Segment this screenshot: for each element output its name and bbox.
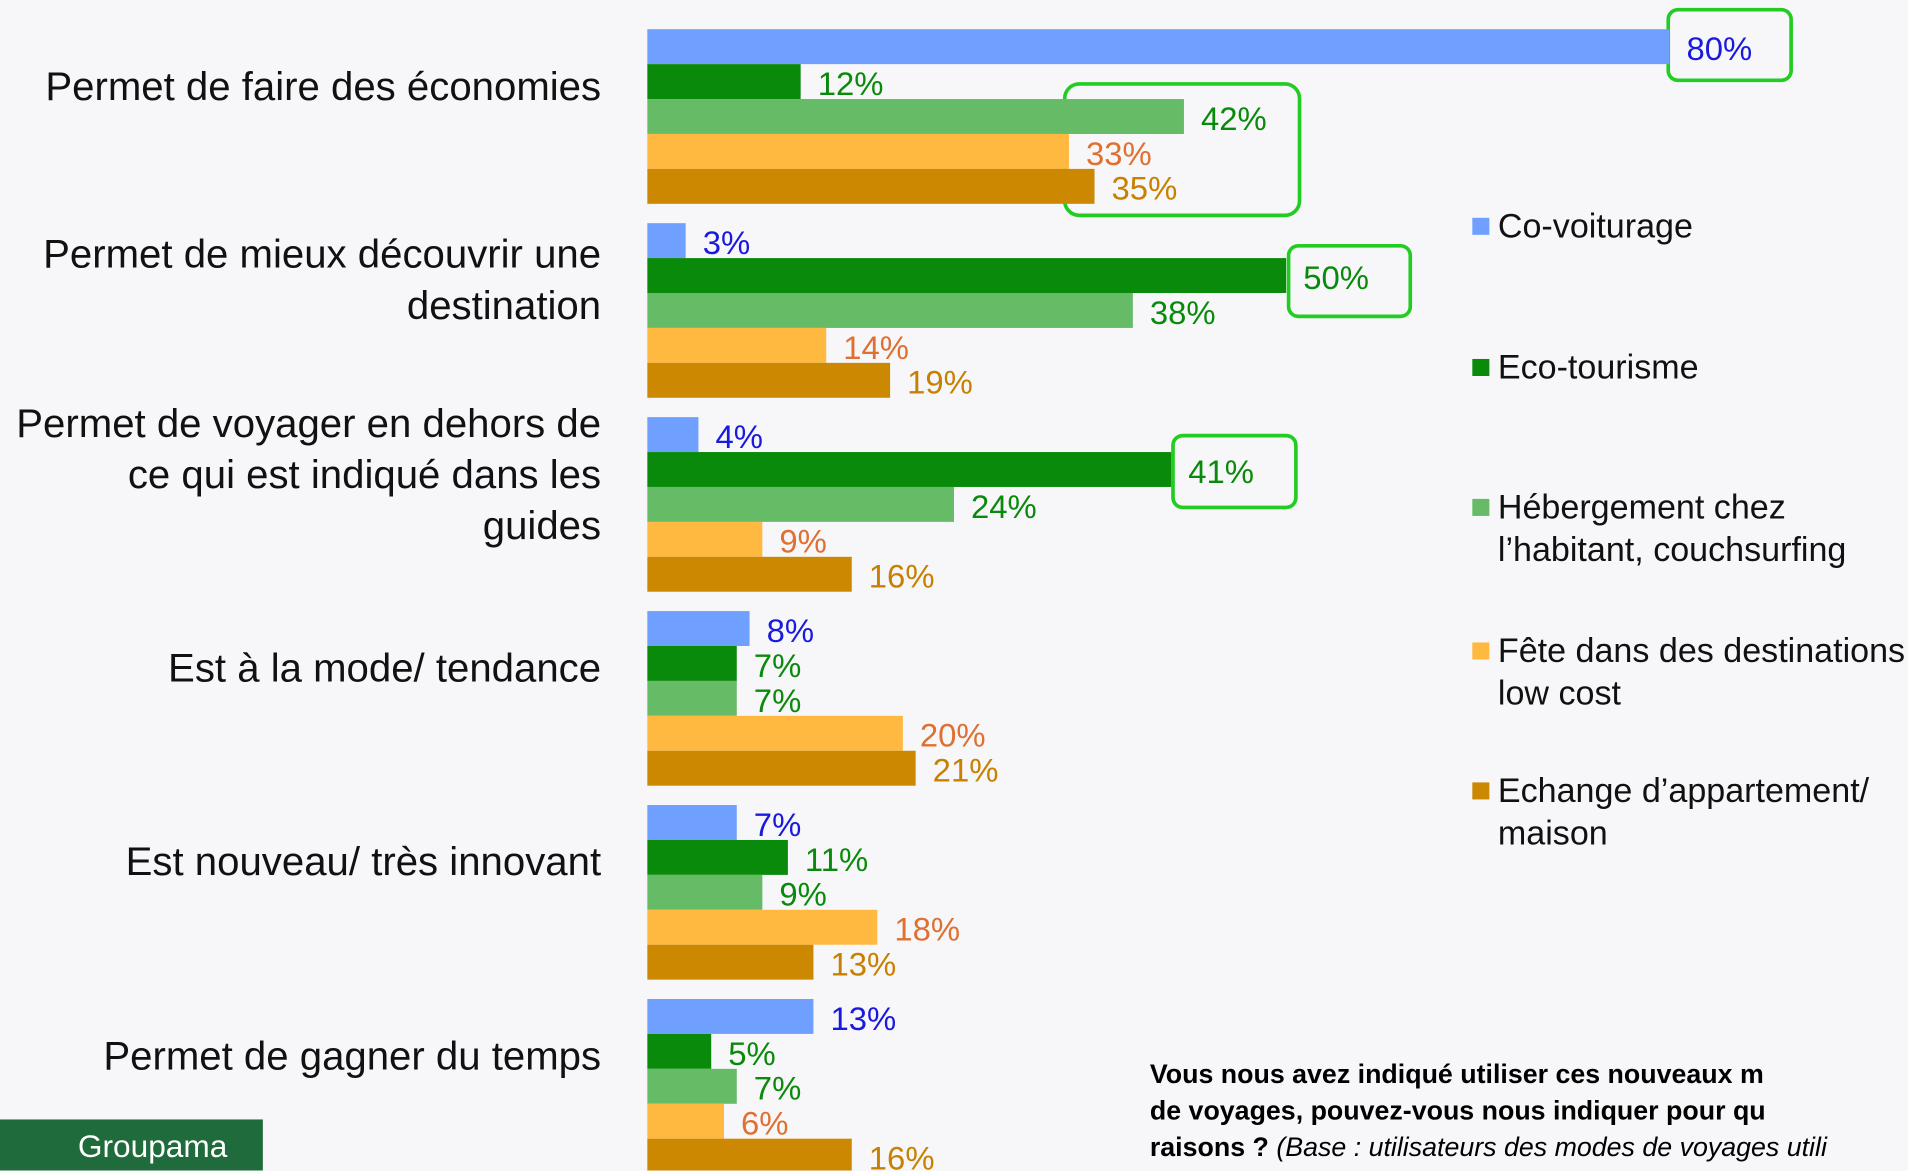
bar: [647, 29, 1670, 65]
bar: [647, 452, 1172, 487]
value-label: 20%: [920, 717, 986, 754]
value-label: 33%: [1086, 135, 1152, 172]
note-line: Vous nous avez indiqué utiliser ces nouv…: [1149, 1058, 1764, 1090]
category-label: Est à la mode/ tendance: [168, 644, 602, 690]
value-label: 50%: [1303, 259, 1369, 296]
legend-swatch: [1472, 217, 1490, 235]
question-note: Vous nous avez indiqué utiliser ces nouv…: [1150, 1056, 1827, 1166]
category-label: Permet de gagner du temps: [103, 1032, 602, 1078]
value-label: 12%: [818, 65, 884, 102]
value-label: 7%: [754, 1070, 801, 1107]
bar: [647, 715, 903, 751]
value-label: 41%: [1188, 453, 1254, 490]
bar: [647, 168, 1095, 204]
value-label: 8%: [767, 612, 814, 649]
value-label: 9%: [779, 523, 826, 560]
category-label: Est nouveau/ très innovant: [125, 838, 602, 884]
value-label: 14%: [843, 329, 909, 366]
legend-swatch: [1472, 782, 1490, 800]
bar: [647, 1033, 712, 1069]
legend-label: Echange d’appartement/ maison: [1497, 771, 1870, 852]
legend-item: Eco-tourisme: [1472, 346, 1908, 389]
bar: [647, 998, 814, 1034]
bar: [647, 521, 763, 557]
category-label: Permet de mieux découvrir une destinatio…: [43, 231, 602, 328]
logo: Groupama: [0, 1119, 263, 1171]
value-label: 7%: [754, 647, 801, 684]
base-note: (Base : utilisateurs des modes de voyage…: [1276, 1131, 1827, 1163]
legend-item: Co-voiturage: [1472, 204, 1908, 247]
bar: [647, 839, 788, 875]
value-label: 38%: [1150, 294, 1216, 331]
legend-item: Fête dans des destinations low cost: [1472, 629, 1908, 714]
value-label: 3%: [703, 224, 750, 261]
highlight-box: [1171, 433, 1298, 510]
legend-label: Eco-tourisme: [1497, 348, 1699, 386]
value-label: 35%: [1112, 170, 1178, 207]
legend-swatch: [1472, 498, 1490, 516]
bar: [647, 944, 814, 980]
bar: [647, 1103, 724, 1139]
category-label: Permet de faire des économies: [45, 62, 602, 108]
value-label: 21%: [933, 752, 999, 789]
value-label: 16%: [869, 1140, 935, 1171]
bar: [647, 680, 737, 716]
value-label: 19%: [907, 364, 973, 401]
bar: [647, 611, 750, 646]
bar: [647, 750, 916, 786]
highlight-box: [1286, 243, 1413, 319]
bar: [647, 223, 686, 259]
value-label: 13%: [830, 946, 896, 983]
bar: [647, 805, 737, 840]
value-label: 11%: [805, 841, 868, 878]
value-label: 9%: [779, 876, 826, 913]
legend-swatch: [1472, 642, 1490, 660]
bar: [647, 1068, 737, 1104]
legend-swatch: [1472, 358, 1490, 376]
bar: [647, 133, 1069, 169]
value-label: 4%: [715, 418, 762, 455]
category-label: Permet de voyager en dehors de ce qui es…: [16, 399, 602, 548]
value-label: 7%: [754, 806, 801, 843]
bar: [647, 258, 1287, 294]
legend-item: Echange d’appartement/ maison: [1472, 769, 1908, 854]
bar: [647, 64, 801, 100]
legend-label: Fête dans des destinations low cost: [1497, 631, 1906, 712]
value-label: 13%: [830, 1000, 896, 1037]
bar: [647, 362, 891, 398]
value-label: 18%: [894, 911, 960, 948]
legend-label: Hébergement chez l’habitant, couchsurfin…: [1497, 487, 1847, 569]
bar: [647, 556, 852, 592]
bar: [647, 645, 737, 681]
value-label: 6%: [741, 1105, 788, 1142]
bar: [647, 293, 1133, 328]
value-label: 5%: [728, 1035, 775, 1072]
bar: [647, 486, 954, 522]
bar: [647, 1138, 852, 1171]
value-label: 42%: [1201, 100, 1267, 137]
legend-item: Hébergement chez l’habitant, couchsurfin…: [1472, 486, 1908, 571]
note-line: de voyages, pouvez-vous nous indiquer po…: [1149, 1095, 1766, 1126]
value-label: 16%: [869, 558, 935, 595]
note-line: raisons ? (Base : utilisateurs des modes…: [1150, 1129, 1827, 1166]
bar: [647, 417, 699, 453]
legend-label: Co-voiturage: [1497, 206, 1693, 245]
bar: [647, 909, 878, 945]
note-line: raisons ?: [1149, 1131, 1269, 1163]
bar: [647, 874, 763, 910]
value-label: 7%: [754, 682, 801, 719]
bar: [647, 99, 1184, 134]
value-label: 24%: [971, 488, 1037, 525]
bar: [647, 327, 827, 363]
value-label: 80%: [1686, 30, 1752, 67]
